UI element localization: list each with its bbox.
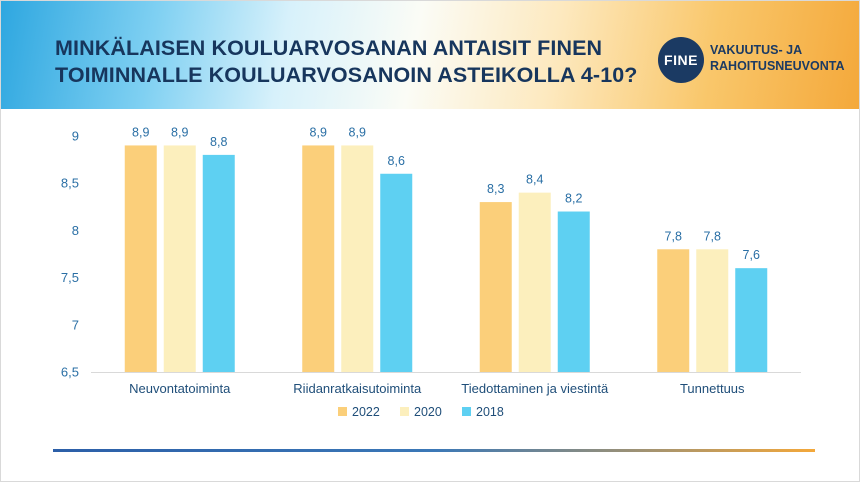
title-line-1: MINKÄLAISEN KOULUARVOSANAN ANTAISIT FINE…	[55, 36, 603, 60]
bar-chart: 6,5 7 7,5 8 8,5 9 8,9 8,9 8,8 Neuvontatoiminta 8,9…	[61, 125, 801, 419]
y-tick-label: 7	[72, 317, 79, 332]
data-label-2020: 8,4	[526, 173, 543, 187]
bar-2022	[479, 202, 512, 372]
bar-2022	[657, 249, 690, 372]
bar-2018	[380, 173, 413, 372]
y-tick-label: 8,5	[61, 176, 79, 191]
category-label: Tiedottaminen ja viestintä	[461, 381, 609, 396]
data-label-2020: 8,9	[349, 125, 366, 139]
y-tick-label: 9	[72, 129, 79, 144]
bar-2020	[696, 249, 729, 372]
chart-title: MINKÄLAISEN KOULUARVOSANAN ANTAISIT FINE…	[55, 35, 638, 89]
logo-text-line-2: RAHOITUSNEUVONTA	[710, 59, 845, 73]
data-label-2020: 8,9	[171, 125, 188, 139]
legend-label-2018: 2018	[476, 405, 504, 419]
data-label-2022: 7,8	[665, 229, 682, 243]
y-tick-label: 8	[72, 223, 79, 238]
legend-swatch-2018	[462, 407, 471, 416]
logo-text-line-1: VAKUUTUS- JA	[710, 43, 803, 57]
legend-label-2020: 2020	[414, 405, 442, 419]
category-label: Riidanratkaisutoiminta	[293, 381, 422, 396]
bar-2022	[124, 145, 157, 372]
data-label-2022: 8,9	[132, 125, 149, 139]
bar-2022	[302, 145, 335, 372]
fine-logo-text: VAKUUTUS- JA RAHOITUSNEUVONTA	[710, 42, 845, 74]
title-line-2: TOIMINNALLE KOULUARVOSANOIN ASTEIKOLLA 4…	[55, 63, 638, 87]
bar-2020	[341, 145, 374, 372]
data-label-2022: 8,3	[487, 182, 504, 196]
legend-label-2022: 2022	[352, 405, 380, 419]
bar-2020	[518, 192, 551, 372]
legend-swatch-2020	[400, 407, 409, 416]
category-label: Tunnettuus	[680, 381, 745, 396]
header-banner: MINKÄLAISEN KOULUARVOSANAN ANTAISIT FINE…	[1, 1, 859, 109]
data-label-2022: 8,9	[310, 125, 327, 139]
data-label-2018: 8,8	[210, 135, 227, 149]
data-label-2018: 8,6	[388, 154, 405, 168]
data-label-2020: 7,8	[704, 229, 721, 243]
data-label-2018: 7,6	[743, 248, 760, 262]
y-tick-label: 7,5	[61, 270, 79, 285]
bar-2020	[163, 145, 196, 372]
category-label: Neuvontatoiminta	[129, 381, 231, 396]
footer-divider	[53, 449, 815, 452]
fine-logo-mark: FINE	[658, 37, 704, 83]
bar-2018	[202, 154, 235, 372]
y-tick-label: 6,5	[61, 365, 79, 380]
legend-swatch-2022	[338, 407, 347, 416]
data-label-2018: 8,2	[565, 192, 582, 206]
bar-2018	[735, 268, 768, 372]
bar-2018	[557, 211, 590, 372]
